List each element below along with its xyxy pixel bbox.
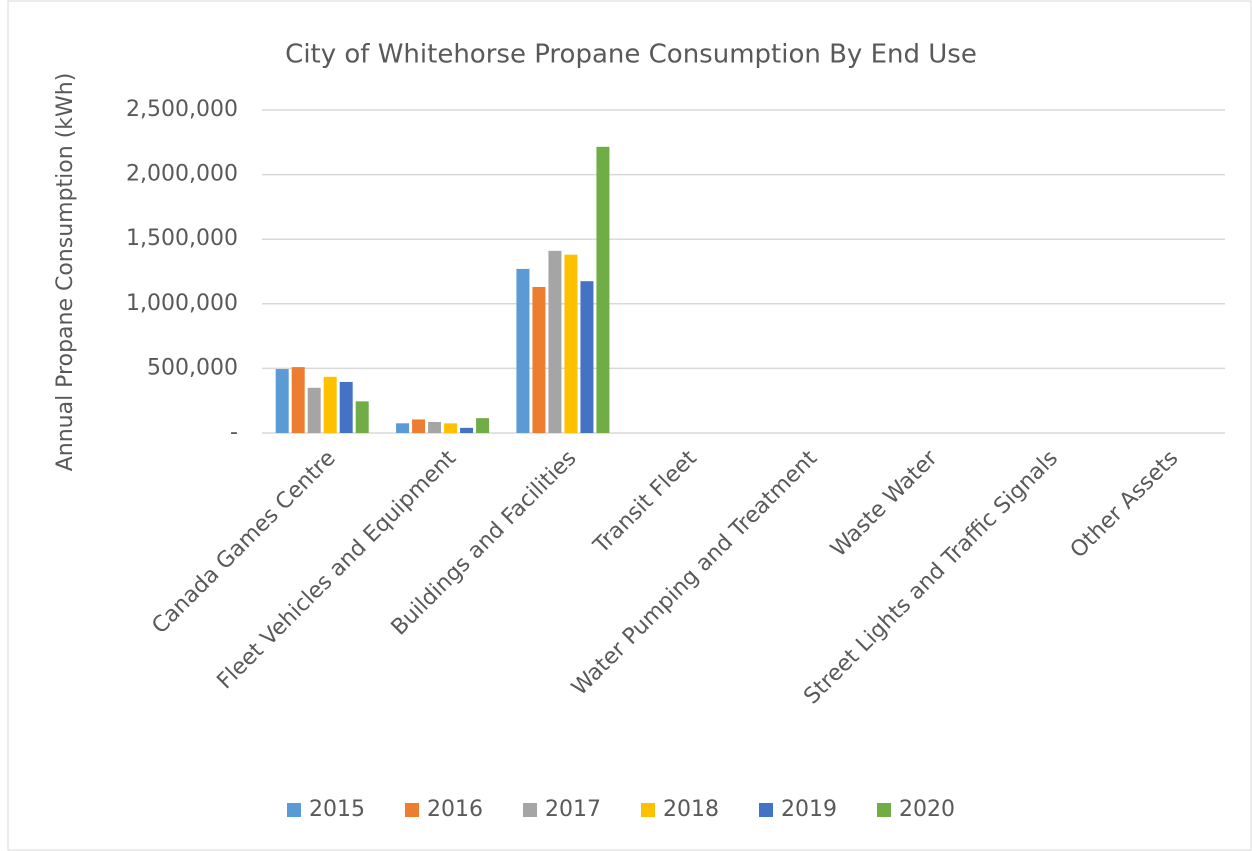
chart-title: City of Whitehorse Propane Consumption B…: [285, 40, 977, 70]
bar: [307, 387, 321, 433]
y-tick-label: 1,000,000: [126, 291, 238, 316]
y-tick-label: 2,000,000: [126, 162, 238, 187]
legend-swatch: [405, 803, 419, 817]
bar: [339, 381, 353, 433]
bar: [532, 287, 546, 433]
y-tick-label: 1,500,000: [126, 226, 238, 251]
bar: [564, 254, 578, 433]
bar: [275, 369, 289, 433]
bar: [596, 146, 610, 433]
y-axis-label: Annual Propane Consumption (kWh): [53, 73, 78, 472]
bar: [476, 418, 490, 433]
legend-label: 2015: [309, 797, 365, 822]
bar: [428, 422, 442, 433]
legend-label: 2020: [899, 797, 955, 822]
chart-frame: [7, 0, 1252, 851]
legend-swatch: [523, 803, 537, 817]
legend-swatch: [877, 803, 891, 817]
legend-swatch: [287, 803, 301, 817]
legend-label: 2016: [427, 797, 483, 822]
legend-label: 2017: [545, 797, 601, 822]
bar: [444, 423, 458, 433]
legend-label: 2018: [663, 797, 719, 822]
legend-swatch: [759, 803, 773, 817]
bar: [580, 281, 594, 433]
y-tick-label: 500,000: [147, 355, 238, 380]
legend-swatch: [641, 803, 655, 817]
legend-label: 2019: [781, 797, 837, 822]
bar: [291, 367, 305, 433]
bar: [548, 250, 562, 433]
bar: [460, 427, 474, 433]
bar: [516, 268, 530, 433]
bar: [355, 401, 369, 433]
y-tick-label: -: [230, 420, 238, 445]
bar: [323, 376, 337, 433]
bar: [412, 419, 426, 433]
bar: [396, 423, 410, 433]
y-tick-label: 2,500,000: [126, 97, 238, 122]
